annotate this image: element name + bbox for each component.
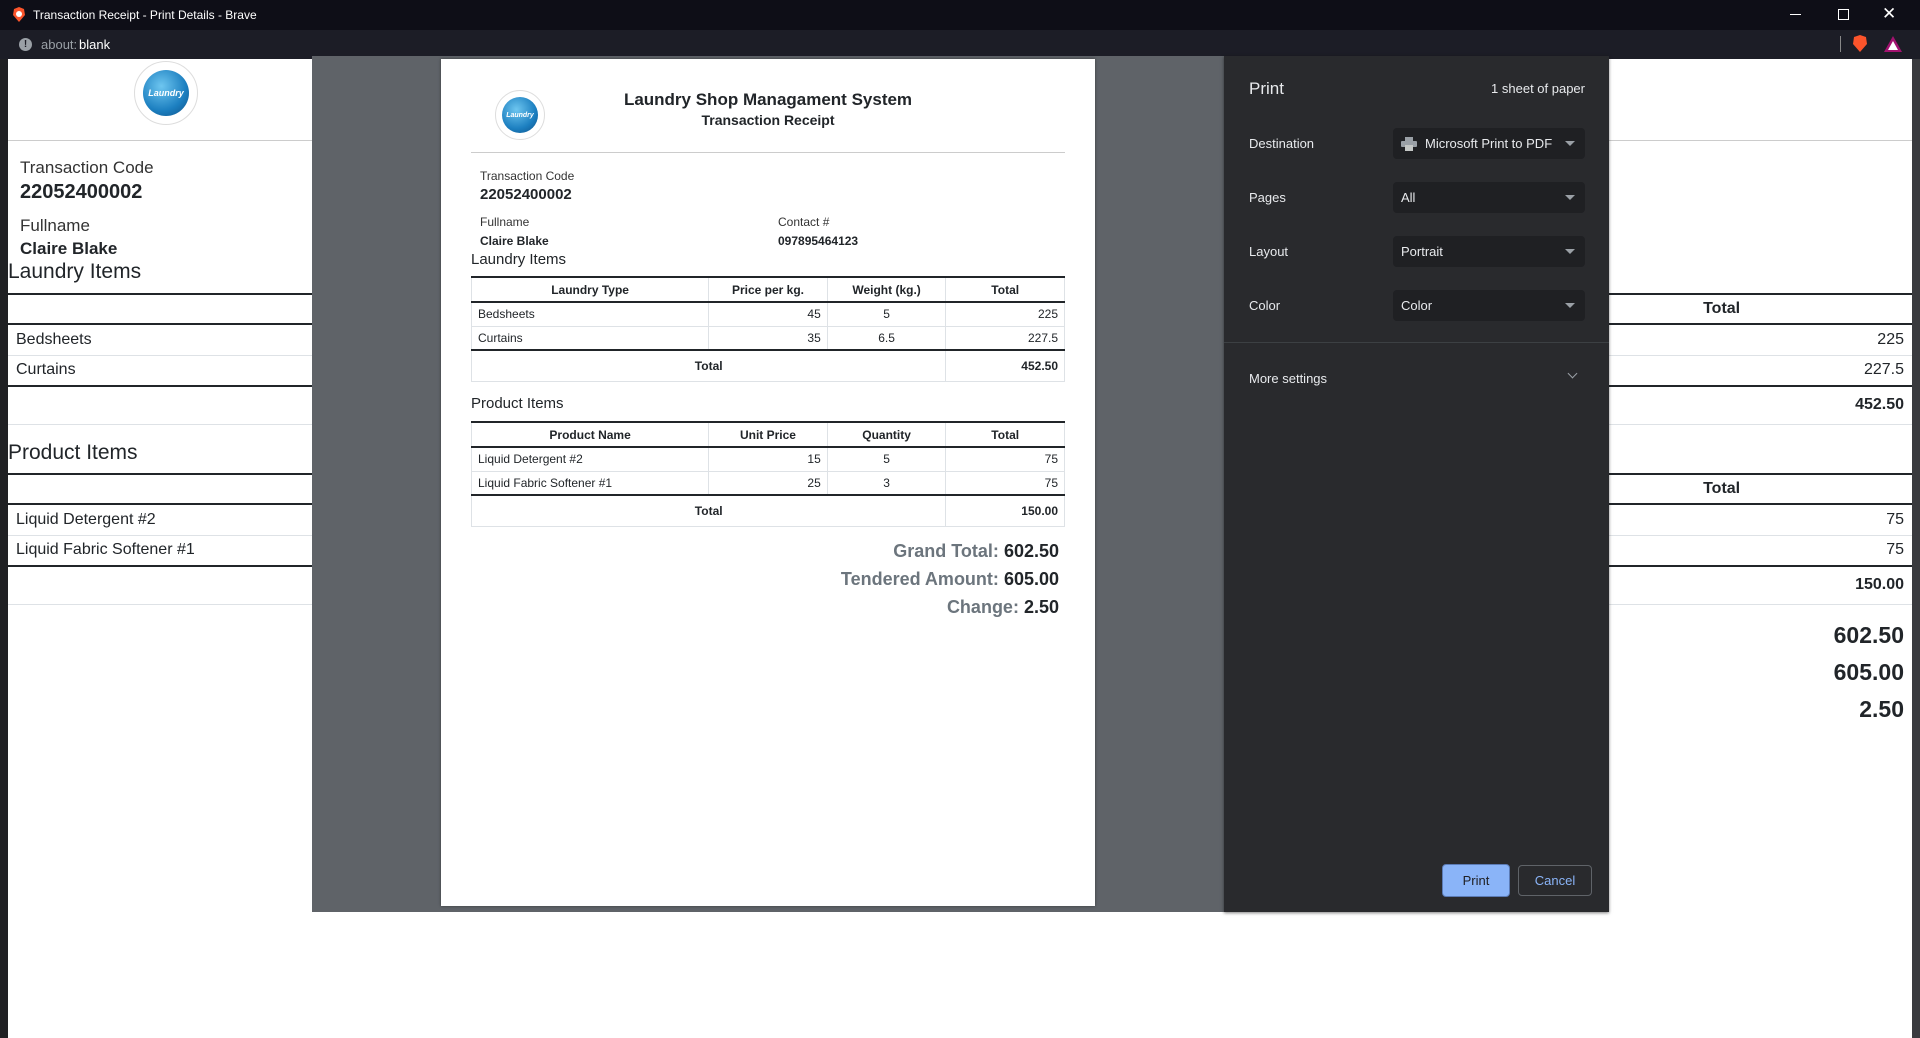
fullname: Claire Blake	[20, 239, 118, 258]
pages-select[interactable]: All	[1393, 182, 1585, 213]
laundry-total: 452.50	[945, 349, 1065, 382]
maximize-button[interactable]	[1838, 9, 1849, 20]
brave-rewards-icon[interactable]	[1884, 36, 1902, 52]
title-bar: Transaction Receipt - Print Details - Br…	[0, 0, 1920, 30]
transaction-code: 22052400002	[480, 186, 572, 203]
table-row: Liquid Fabric Softener #1 25 3 75	[470, 470, 1065, 496]
color-label: Color	[1249, 298, 1281, 313]
grand-total: Grand Total: 602.50	[893, 541, 1059, 561]
address-prefix: about:	[41, 37, 78, 52]
window-title: Transaction Receipt - Print Details - Br…	[33, 8, 257, 22]
contact: 097895464123	[778, 234, 859, 248]
sheet-count: 1 sheet of paper	[1491, 81, 1585, 96]
preview-page: Laundry Laundry Shop Managament System T…	[441, 59, 1095, 906]
change: Change: 2.50	[946, 597, 1059, 617]
product-total: 150.00	[945, 494, 1065, 527]
printer-icon	[1401, 136, 1417, 151]
more-settings-toggle[interactable]: More settings	[1224, 362, 1609, 394]
chevron-down-icon	[1567, 368, 1578, 379]
tendered-value: 605.00	[1833, 659, 1904, 685]
more-settings-label: More settings	[1249, 371, 1328, 386]
transaction-code-label: Transaction Code	[480, 169, 575, 183]
color-select[interactable]: Color	[1393, 290, 1585, 321]
table-row: Curtains 35 6.5 227.5	[470, 325, 1065, 351]
chevron-down-icon	[1565, 249, 1575, 254]
brave-logo-icon	[13, 7, 25, 22]
divider	[471, 152, 1065, 153]
minimize-button[interactable]	[1790, 14, 1801, 15]
table-row: Bedsheets 45 5 225	[470, 301, 1065, 327]
logo: Laundry	[134, 61, 198, 125]
layout-label: Layout	[1249, 244, 1289, 259]
laundry-table: Laundry Type Price per kg. Weight (kg.) Tot…	[470, 276, 1065, 382]
chevron-down-icon	[1565, 195, 1575, 200]
cancel-button[interactable]: Cancel	[1518, 865, 1592, 896]
fullname: Claire Blake	[480, 234, 549, 248]
laundry-items-heading: Laundry Items	[8, 260, 142, 283]
chevron-down-icon	[1565, 303, 1575, 308]
contact-label: Contact #	[778, 215, 830, 229]
product-items-heading: Product Items	[471, 395, 564, 412]
print-title: Print	[1249, 79, 1284, 98]
divider	[1224, 342, 1609, 343]
address-bar[interactable]: ! about: blank	[0, 30, 1920, 59]
print-button[interactable]: Print	[1442, 864, 1510, 897]
transaction-code-label: Transaction Code	[20, 158, 154, 177]
receipt-logo: Laundry	[495, 90, 545, 140]
product-table: Product Name Unit Price Quantity Total Liqu…	[470, 421, 1065, 527]
fullname-label: Fullname	[480, 215, 530, 229]
scrollbar[interactable]	[1912, 59, 1920, 1038]
fullname-label: Fullname	[20, 216, 90, 235]
tendered-amount: Tendered Amount: 605.00	[840, 569, 1059, 589]
address-text[interactable]: blank	[79, 37, 111, 52]
product-items-heading: Product Items	[8, 441, 138, 464]
transaction-code: 22052400002	[20, 181, 143, 203]
layout-select[interactable]: Portrait	[1393, 236, 1585, 267]
laundry-items-heading: Laundry Items	[471, 251, 567, 268]
change-value: 2.50	[1859, 696, 1904, 722]
receipt-subtitle: Transaction Receipt	[701, 112, 835, 128]
grand-total-value: 602.50	[1833, 622, 1904, 648]
brave-shields-icon[interactable]	[1852, 35, 1868, 53]
close-window-button[interactable]: ✕	[1882, 4, 1897, 23]
destination-select[interactable]: Microsoft Print to PDF	[1393, 128, 1585, 159]
toolbar-divider	[1840, 36, 1841, 52]
table-row: Liquid Detergent #2 15 5 75	[470, 446, 1065, 472]
pages-label: Pages	[1249, 190, 1286, 205]
receipt-title: Laundry Shop Managament System	[623, 90, 913, 109]
chevron-down-icon	[1565, 141, 1575, 146]
destination-label: Destination	[1249, 136, 1315, 151]
info-icon[interactable]: !	[19, 38, 32, 51]
window-edge	[0, 59, 8, 1038]
